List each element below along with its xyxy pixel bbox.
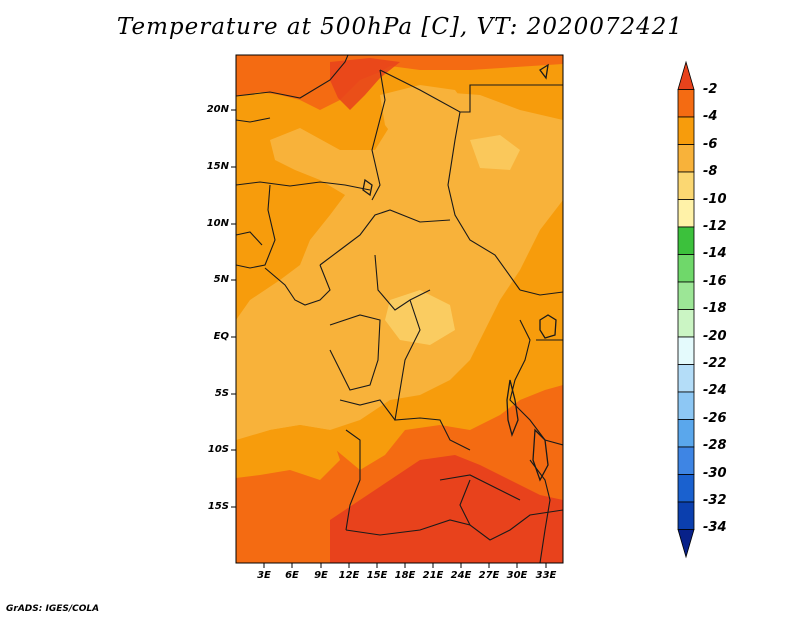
lon-label: 33E (535, 570, 557, 581)
colorbar-label: -18 (703, 301, 727, 316)
lat-label: 15N (206, 161, 229, 172)
lat-label: 5N (213, 274, 229, 285)
colorbar-label: -24 (703, 383, 727, 398)
lat-label: EQ (213, 331, 229, 342)
colorbar-segment (677, 309, 695, 338)
country-borders (236, 55, 563, 563)
lakes (362, 63, 557, 482)
colorbar-label: -2 (703, 82, 718, 97)
colorbar-label: -20 (703, 329, 727, 344)
colorbar-label: -16 (703, 274, 727, 289)
colorbar-label: -10 (703, 192, 727, 207)
chart-title: Temperature at 500hPa [C], VT: 202007242… (116, 14, 684, 40)
colorbar-segment (677, 364, 695, 393)
colorbar-segment (677, 116, 695, 145)
field-north-warm (236, 55, 563, 110)
lat-label: 20N (206, 104, 229, 115)
colorbar-label: -14 (703, 246, 727, 261)
lon-label: 21E (422, 570, 444, 581)
lon-label: 18E (394, 570, 416, 581)
lat-label: 10N (206, 218, 229, 229)
colorbar-label: -8 (703, 164, 718, 179)
lon-label: 12E (338, 570, 360, 581)
field-cool-north (380, 85, 470, 150)
field-south-warmest (330, 455, 563, 563)
colorbar-label: -32 (703, 493, 727, 508)
colorbar-segment (677, 89, 695, 118)
lon-label: 30E (506, 570, 528, 581)
field-coolest-pocket-2 (470, 135, 520, 170)
field-cool-central (236, 92, 563, 440)
colorbar-segment (677, 226, 695, 255)
lon-label: 27E (478, 570, 500, 581)
field-coolest-pocket (385, 290, 455, 345)
colorbar-segment (677, 281, 695, 310)
colorbar-segment (677, 144, 695, 173)
colorbar-label: -6 (703, 137, 718, 152)
colorbar-segment (677, 60, 695, 90)
colorbar-label: -28 (703, 438, 727, 453)
colorbar-segment (677, 474, 695, 503)
colorbar-label: -4 (703, 109, 718, 124)
colorbar-segment (677, 419, 695, 448)
colorbar-segment (677, 391, 695, 420)
colorbar-segment (677, 529, 695, 559)
colorbar-segment (677, 446, 695, 475)
lon-label: 9E (314, 570, 328, 581)
colorbar (677, 60, 695, 559)
lon-label: 6E (285, 570, 299, 581)
lon-label: 15E (366, 570, 388, 581)
colorbar-label: -26 (703, 411, 727, 426)
lon-label: 24E (450, 570, 472, 581)
colorbar-segment (677, 254, 695, 283)
field-west-warm (236, 425, 340, 480)
colorbar-segment (677, 336, 695, 365)
lat-label: 15S (207, 501, 229, 512)
colorbar-label: -34 (703, 520, 727, 535)
colorbar-segment (677, 199, 695, 228)
lat-label: 10S (207, 444, 229, 455)
colorbar-segment (677, 171, 695, 200)
axis-ticks (231, 109, 547, 568)
credit-text: GrADS: IGES/COLA (6, 604, 100, 614)
map-frame (235, 54, 564, 564)
lat-label: 5S (214, 388, 229, 399)
temperature-field (236, 55, 563, 563)
colorbar-label: -12 (703, 219, 727, 234)
colorbar-label: -30 (703, 466, 727, 481)
lon-label: 3E (257, 570, 271, 581)
colorbar-label: -22 (703, 356, 727, 371)
colorbar-segment (677, 501, 695, 530)
